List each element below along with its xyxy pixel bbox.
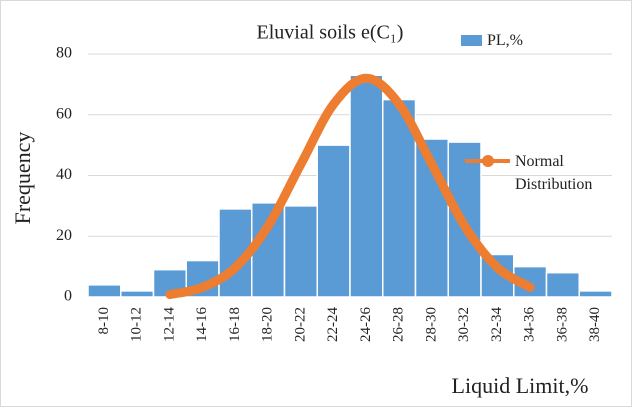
x-tick-label: 22-24 (325, 307, 341, 342)
x-tick-label: 26-28 (391, 307, 407, 342)
bar (545, 271, 580, 298)
bar (283, 205, 318, 298)
bar (349, 74, 384, 298)
x-tick-label: 36-38 (554, 307, 570, 342)
legend-label: Normal Distribution (515, 153, 593, 193)
x-tick-label: 20-22 (292, 307, 308, 342)
y-tick-label: 0 (64, 288, 72, 305)
y-tick-label: 80 (56, 45, 72, 62)
x-tick-label: 10-12 (129, 307, 145, 342)
chart-title: Eluvial soils e(C₁) (257, 22, 404, 44)
legend-swatch (461, 35, 482, 46)
x-tick-label: 38-40 (587, 307, 603, 342)
legend-label: PL,% (487, 32, 523, 49)
y-tick-label: 20 (56, 227, 72, 244)
x-tick-label: 14-16 (194, 307, 210, 342)
x-tick-label: 16-18 (227, 307, 243, 342)
x-tick-label: 18-20 (260, 307, 276, 342)
bar (578, 290, 613, 298)
bar (316, 144, 351, 298)
y-tick-label: 60 (56, 105, 72, 122)
bar (87, 284, 122, 298)
x-tick-label: 12-14 (161, 307, 177, 342)
normal-curve (165, 73, 535, 300)
x-tick-label: 30-32 (456, 307, 472, 342)
x-tick-label: 32-34 (489, 307, 505, 342)
bar (120, 290, 155, 298)
x-axis-label: Liquid Limit,% (452, 373, 589, 398)
x-tick-label: 34-36 (522, 307, 538, 342)
legend-label-box: Normal Distribution (515, 153, 593, 193)
x-tick-label: 28-30 (423, 307, 439, 342)
legend-swatch-marker (482, 155, 494, 167)
y-tick-label: 40 (56, 166, 72, 183)
x-tick-label: 24-26 (358, 307, 374, 342)
x-tick-label: 8-10 (96, 307, 112, 335)
legend-label-box: PL,% (487, 32, 523, 49)
y-axis-label: Frequency (10, 132, 35, 225)
